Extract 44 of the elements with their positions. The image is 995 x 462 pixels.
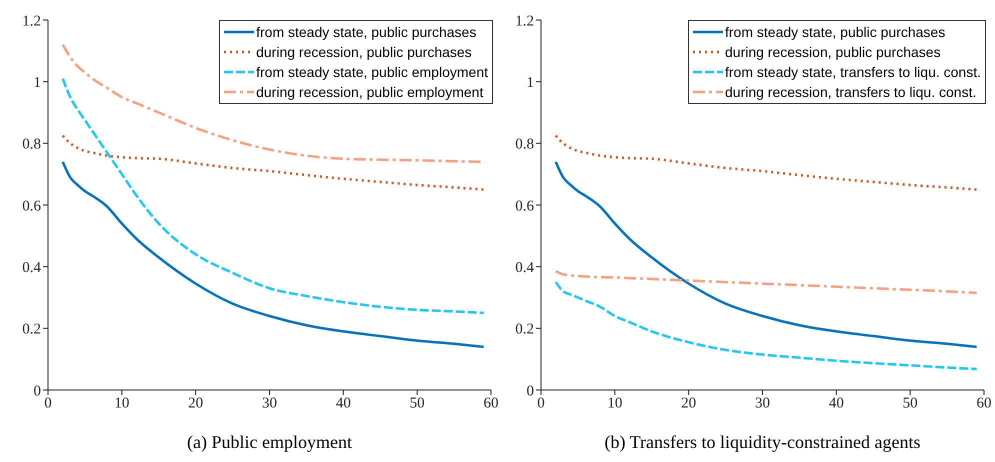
y-tick-label: 0 bbox=[34, 383, 41, 400]
legend-label: from steady state, public purchases bbox=[256, 23, 476, 42]
x-tick-label: 30 bbox=[262, 396, 277, 412]
x-tick-label: 10 bbox=[607, 396, 622, 412]
x-tick-label: 20 bbox=[188, 396, 204, 412]
legend-label: during recession, public employment bbox=[256, 83, 484, 102]
x-tick-label: 0 bbox=[44, 396, 52, 412]
x-axis-title: (b) Transfers to liquidity-constrained agents bbox=[604, 432, 920, 452]
x-tick-label: 20 bbox=[681, 396, 696, 412]
y-tick-label: 0.2 bbox=[515, 322, 534, 338]
x-tick-label: 60 bbox=[976, 396, 992, 412]
y-tick-label: 1.2 bbox=[515, 13, 534, 30]
line-series bbox=[554, 270, 978, 294]
x-tick-label: 40 bbox=[828, 396, 844, 412]
x-tick-label: 60 bbox=[484, 396, 498, 412]
line-series bbox=[554, 160, 978, 348]
line-series bbox=[554, 134, 978, 191]
legend-label: during recession, public purchases bbox=[256, 43, 472, 62]
legend-label: from steady state, transfers to liqu. const. bbox=[725, 63, 981, 82]
line-series bbox=[62, 134, 485, 191]
legend-label: during recession, transfers to liqu. const. bbox=[725, 83, 976, 102]
y-tick-label: 0.8 bbox=[22, 136, 41, 153]
x-tick-label: 50 bbox=[410, 396, 425, 412]
line-series bbox=[62, 160, 485, 348]
y-tick-label: 0.4 bbox=[22, 260, 42, 276]
y-tick-label: 0.6 bbox=[515, 198, 534, 214]
x-tick-label: 0 bbox=[537, 396, 545, 412]
y-tick-label: 0 bbox=[526, 383, 534, 400]
y-tick-label: 1.2 bbox=[22, 13, 41, 30]
y-tick-label: 0.4 bbox=[515, 260, 534, 276]
legend-label: from steady state, public purchases bbox=[725, 23, 946, 42]
x-axis-title: (a) Public employment bbox=[187, 432, 352, 452]
x-tick-label: 40 bbox=[336, 396, 351, 412]
line-series bbox=[554, 280, 978, 370]
y-tick-label: 0.8 bbox=[515, 136, 534, 153]
y-tick-label: 0.2 bbox=[22, 322, 41, 338]
y-tick-label: 1 bbox=[34, 74, 41, 91]
x-tick-label: 10 bbox=[114, 396, 130, 412]
x-tick-label: 50 bbox=[902, 396, 918, 412]
legend-label: during recession, public purchases bbox=[725, 43, 941, 62]
legend-label: from steady state, public employment bbox=[256, 63, 488, 82]
y-tick-label: 0.6 bbox=[22, 198, 42, 214]
x-tick-label: 30 bbox=[755, 396, 770, 412]
y-tick-label: 1 bbox=[526, 74, 534, 91]
